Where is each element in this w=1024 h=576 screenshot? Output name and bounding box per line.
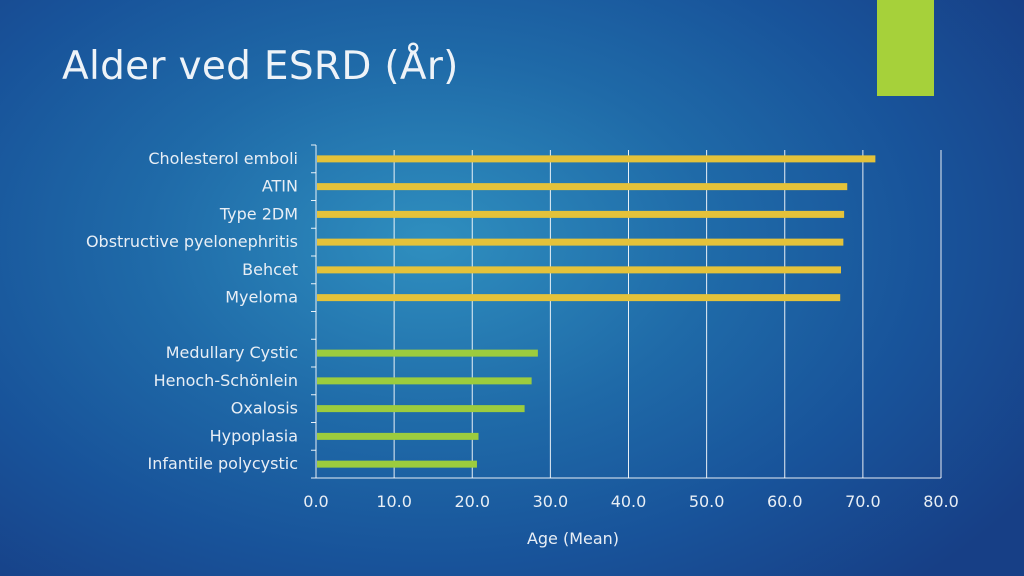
bar <box>317 210 845 218</box>
labels: 0.0 10.0 20.0 30.0 40.0 50.0 60.0 70.0 80.0 Chole… <box>86 149 959 511</box>
x-tick-label: 70.0 <box>845 492 881 511</box>
x-tick-label: 40.0 <box>611 492 647 511</box>
bar <box>317 266 841 274</box>
bar <box>317 377 532 385</box>
bars <box>317 155 876 468</box>
x-tick-label: 30.0 <box>533 492 569 511</box>
bar <box>317 294 841 302</box>
bar <box>317 432 479 440</box>
y-category-label: Hypoplasia <box>210 426 298 445</box>
gridlines <box>393 150 942 478</box>
bar <box>317 349 538 357</box>
y-category-label: Cholesterol emboli <box>148 149 298 168</box>
slide-title: Alder ved ESRD (År) <box>62 44 459 89</box>
bar <box>317 238 844 246</box>
y-category-label: Medullary Cystic <box>166 343 298 362</box>
y-category-label: Behcet <box>242 260 298 279</box>
bar <box>317 155 876 163</box>
y-category-label: ATIN <box>262 177 298 196</box>
x-axis-title: Age (Mean) <box>527 529 619 548</box>
y-category-label: Obstructive pyelonephritis <box>86 232 298 251</box>
bar <box>317 405 525 413</box>
y-category-label: Infantile polycystic <box>147 454 298 473</box>
y-category-label: Henoch-Schönlein <box>154 371 298 390</box>
accent-block <box>877 0 934 96</box>
bar <box>317 183 848 191</box>
x-tick-label: 80.0 <box>923 492 959 511</box>
x-tick-label: 10.0 <box>376 492 412 511</box>
bar <box>317 460 477 468</box>
x-tick-label: 20.0 <box>454 492 490 511</box>
y-category-label: Oxalosis <box>231 399 298 418</box>
y-category-label: Type 2DM <box>219 204 298 223</box>
y-category-label: Myeloma <box>225 288 298 307</box>
axes <box>311 144 941 479</box>
x-tick-label: 50.0 <box>689 492 725 511</box>
x-tick-label: 0.0 <box>303 492 328 511</box>
x-tick-label: 60.0 <box>767 492 803 511</box>
